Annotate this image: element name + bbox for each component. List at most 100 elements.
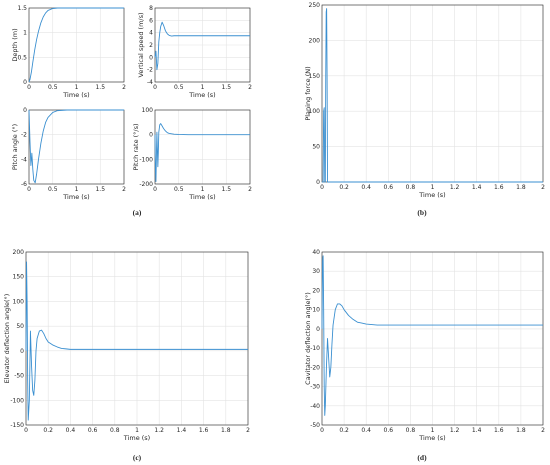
vertical-speed-xlabel: Time (s) [188, 91, 215, 99]
cavitator-deflection-ytick-5: 0 [316, 326, 320, 333]
depth-xlabel: Time (s) [62, 91, 89, 99]
planing-force-series-line [322, 8, 543, 183]
cavitator-deflection-axes-box [321, 251, 544, 426]
pitch-angle-xtick-3: 1.5 [95, 186, 105, 193]
planing-force-xtick-7: 1.4 [472, 184, 482, 191]
cavitator-deflection-ytick-3: -20 [310, 364, 320, 371]
plot-depth: 0 0.5 1 1.5 2 0 0.5 1 1.5 Time (s) Depth (m) [11, 5, 126, 99]
pitch-rate-xtick-3: 1.5 [221, 186, 231, 193]
planing-force-xlabel: Time (s) [418, 191, 445, 199]
pitch-rate-xtick-4: 2 [248, 186, 252, 193]
planing-force-ylabel: Planing force (N) [304, 66, 312, 120]
pitch-angle-ylabel: Pitch angle (°) [11, 124, 19, 170]
vertical-speed-axes-box [154, 7, 251, 83]
vertical-speed-xtick-4: 2 [248, 84, 252, 91]
elevator-deflection-xtick-1: 0.2 [43, 427, 53, 434]
elevator-deflection-ytick-6: 150 [13, 274, 25, 281]
planing-force-xtick-3: 0.6 [384, 184, 394, 191]
caption-d: (d) [417, 453, 427, 462]
pitch-angle-xtick-1: 0.5 [48, 186, 58, 193]
pitch-rate-xtick-2: 1 [201, 186, 205, 193]
pitch-rate-xlabel: Time (s) [188, 193, 215, 201]
elevator-deflection-xtick-7: 1.4 [177, 427, 187, 434]
elevator-deflection-xtick-0: 0 [24, 427, 28, 434]
pitch-rate-ytick-3: 100 [142, 107, 154, 114]
plot-pitch-angle: 0 0.5 1 1.5 2 -6 -4 -2 0 Time (s) Pitch angle (°) [11, 107, 126, 201]
cavitator-deflection-ytick-1: -40 [310, 403, 320, 410]
cavitator-deflection-ytick-8: 30 [312, 268, 320, 275]
plot-planing-force: 0 0.2 0.4 0.6 0.8 1 1.2 1.4 1.6 1.8 2 0 50 100 150 200 2… [304, 2, 545, 199]
depth-ylabel: Depth (m) [11, 28, 19, 61]
elevator-deflection-xtick-2: 0.4 [66, 427, 76, 434]
vertical-speed-ytick-5: 6 [149, 17, 153, 24]
plot-vertical-speed: 0 0.5 1 1.5 2 -4 -2 0 2 4 6 8 Time (s) Vertical speed… [137, 5, 252, 99]
cavitator-deflection-xtick-9: 1.8 [516, 427, 526, 434]
vertical-speed-ytick-6: 8 [149, 5, 153, 12]
depth-ytick-2: 1 [23, 30, 27, 37]
elevator-deflection-xtick-5: 1 [135, 427, 139, 434]
vertical-speed-xtick-0: 0 [153, 84, 157, 91]
vertical-speed-ytick-1: -2 [147, 67, 153, 74]
cavitator-deflection-xtick-5: 1 [431, 427, 435, 434]
vertical-speed-ytick-3: 2 [149, 42, 153, 49]
vertical-speed-series-line [154, 21, 250, 71]
pitch-angle-ytick-1: -4 [21, 156, 27, 163]
elevator-deflection-ytick-0: -150 [10, 422, 24, 429]
cavitator-deflection-xtick-3: 0.6 [384, 427, 394, 434]
elevator-deflection-ytick-1: -100 [10, 397, 24, 404]
cavitator-deflection-ytick-4: -10 [310, 345, 320, 352]
pitch-rate-ylabel: Pitch rate (°/s) [132, 123, 140, 170]
plot-pitch-rate: 0 0.5 1 1.5 2 -200 -100 0 100 Time (s) Pitch rate … [132, 107, 252, 201]
pitch-rate-xtick-1: 0.5 [174, 186, 184, 193]
elevator-deflection-ytick-2: -50 [14, 373, 24, 380]
elevator-deflection-xlabel: Time (s) [123, 434, 150, 442]
elevator-deflection-xtick-4: 0.8 [110, 427, 120, 434]
depth-xtick-2: 1 [75, 84, 79, 91]
elevator-deflection-ytick-3: 0 [20, 348, 24, 355]
caption-b: (b) [417, 208, 427, 217]
elevator-deflection-xtick-3: 0.6 [88, 427, 98, 434]
pitch-angle-ytick-0: -6 [21, 181, 27, 188]
vertical-speed-ytick-2: 0 [149, 54, 153, 61]
depth-ytick-3: 1.5 [17, 5, 27, 12]
cavitator-deflection-xtick-1: 0.2 [339, 427, 349, 434]
caption-c: (c) [133, 453, 142, 462]
elevator-deflection-ytick-5: 100 [13, 298, 25, 305]
cavitator-deflection-ytick-2: -30 [310, 384, 320, 391]
pitch-angle-ytick-2: -2 [21, 132, 27, 139]
depth-ytick-0: 0 [23, 79, 27, 86]
pitch-angle-xlabel: Time (s) [62, 193, 89, 201]
pitch-rate-ytick-1: -100 [139, 156, 153, 163]
planing-force-xtick-9: 1.8 [516, 184, 526, 191]
cavitator-deflection-series-line [321, 255, 543, 416]
depth-xtick-3: 1.5 [95, 84, 105, 91]
cavitator-deflection-ytick-9: 40 [312, 249, 320, 256]
cavitator-deflection-xtick-6: 1.2 [450, 427, 460, 434]
planing-force-xtick-1: 0.2 [339, 184, 349, 191]
pitch-angle-xtick-2: 1 [75, 186, 79, 193]
cavitator-deflection-xtick-4: 0.8 [406, 427, 416, 434]
elevator-deflection-xtick-8: 1.6 [199, 427, 209, 434]
vertical-speed-ytick-4: 4 [149, 30, 153, 37]
cavitator-deflection-ytick-6: 10 [312, 307, 320, 314]
planing-force-xtick-4: 0.8 [406, 184, 416, 191]
planing-force-ytick-1: 50 [312, 144, 320, 151]
cavitator-deflection-xlabel: Time (s) [418, 434, 445, 442]
depth-ytick-1: 0.5 [17, 54, 27, 61]
elevator-deflection-ytick-4: 50 [16, 323, 24, 330]
plot-cavitator-deflection: 0 0.2 0.4 0.6 0.8 1 1.2 1.4 1.6 1.8 2 -50 -40 -30 -20 -… [304, 249, 545, 442]
vertical-speed-ytick-0: -4 [147, 79, 153, 86]
planing-force-xtick-10: 2 [541, 184, 545, 191]
pitch-rate-ytick-0: -200 [139, 181, 153, 188]
cavitator-deflection-xtick-10: 2 [541, 427, 545, 434]
planing-force-xtick-8: 1.6 [494, 184, 504, 191]
pitch-rate-xtick-0: 0 [153, 186, 157, 193]
planing-force-ytick-5: 250 [309, 2, 321, 9]
elevator-deflection-xtick-6: 1.2 [154, 427, 164, 434]
cavitator-deflection-ylabel: Cavitator deflection angle(°) [304, 292, 312, 385]
pitch-angle-series-line [28, 109, 124, 184]
pitch-angle-ytick-3: 0 [23, 107, 27, 114]
pitch-angle-xtick-4: 2 [122, 186, 126, 193]
planing-force-ytick-4: 200 [309, 37, 321, 44]
